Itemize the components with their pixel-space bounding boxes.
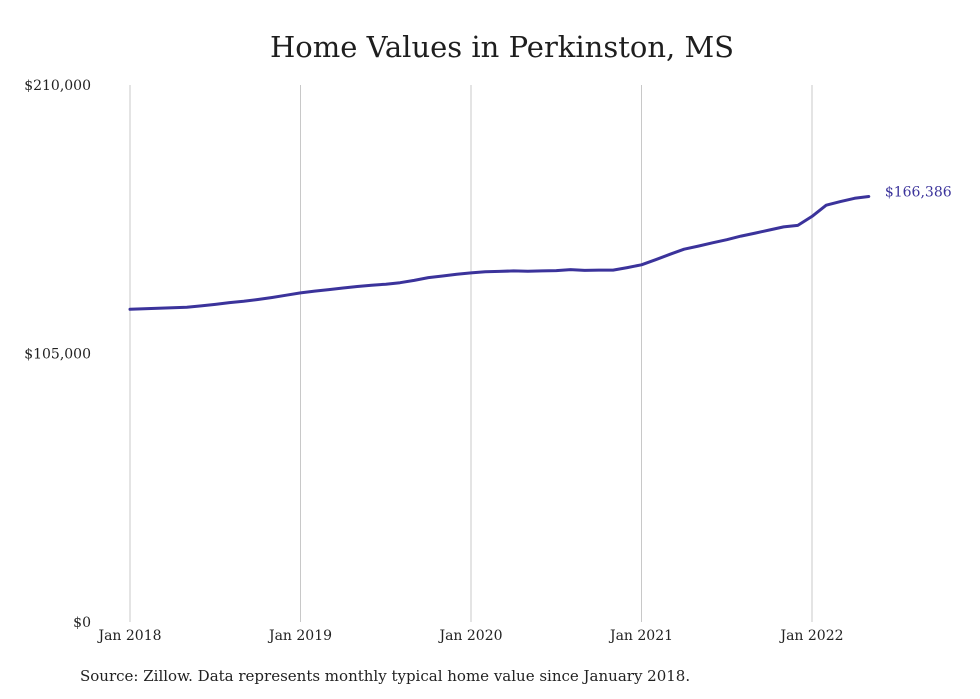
y-tick-label-0: $0 bbox=[73, 615, 91, 631]
end-value-label: $166,386 bbox=[885, 185, 952, 201]
source-note: Source: Zillow. Data represents monthly … bbox=[80, 667, 691, 685]
y-axis-ticks: $0 $105,000 $210,000 bbox=[24, 78, 91, 631]
y-tick-label-1: $105,000 bbox=[24, 347, 91, 363]
x-tick-label-4: Jan 2022 bbox=[778, 628, 843, 644]
x-tick-label-0: Jan 2018 bbox=[96, 628, 161, 644]
x-tick-label-2: Jan 2020 bbox=[437, 628, 502, 644]
x-tick-label-3: Jan 2021 bbox=[608, 628, 673, 644]
x-tick-label-1: Jan 2019 bbox=[267, 628, 332, 644]
y-tick-label-2: $210,000 bbox=[24, 78, 91, 94]
chart-title: Home Values in Perkinston, MS bbox=[269, 30, 734, 64]
x-axis-ticks: Jan 2018 Jan 2019 Jan 2020 Jan 2021 Jan 2022 bbox=[96, 628, 843, 644]
series-layer: $166,386 bbox=[128, 185, 952, 311]
gridlines bbox=[129, 85, 813, 622]
series-line-0 bbox=[128, 195, 871, 311]
